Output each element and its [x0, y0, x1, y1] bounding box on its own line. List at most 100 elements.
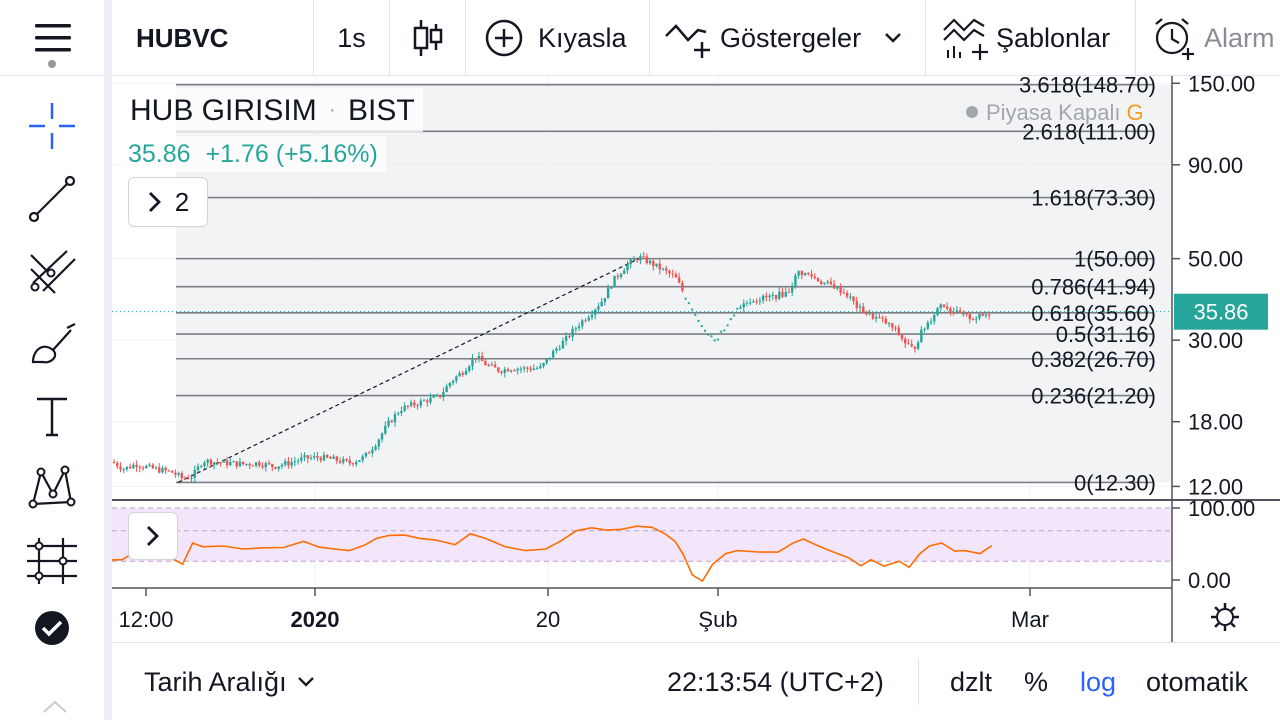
bottom-toolbar: Tarih Aralığı 22:13:54 (UTC+2) dzlt % lo… [112, 642, 1280, 720]
trend-line-tool[interactable] [22, 169, 82, 229]
candle-body [141, 467, 145, 469]
candle-body [823, 282, 826, 285]
candle-body [584, 320, 587, 322]
candle-body [765, 295, 768, 298]
candle-body [348, 460, 351, 464]
indicators-icon [665, 24, 710, 58]
measure-tool[interactable] [22, 531, 82, 591]
candle-body [539, 366, 542, 369]
fib-level-label: 2.618(111.00) [1022, 119, 1156, 144]
candle-body [351, 463, 355, 465]
candle-body [283, 461, 287, 465]
candle-body [826, 281, 829, 283]
interval-button[interactable]: 1s [314, 0, 390, 76]
candle-body [241, 461, 245, 465]
main-menu-button[interactable] [0, 0, 106, 76]
crosshair-tool[interactable] [22, 96, 82, 156]
candle-body [945, 306, 949, 309]
candle-body [949, 308, 952, 313]
candle-body [245, 463, 248, 465]
candle-body [626, 264, 629, 271]
measure-icon [27, 538, 77, 584]
chevron-down-icon [297, 677, 314, 687]
candle-body [787, 291, 791, 293]
adjust-button[interactable]: dzlt [950, 643, 992, 720]
candle-body [510, 370, 513, 372]
gear-tooth [1230, 606, 1236, 612]
candle-body [316, 456, 319, 458]
log-label: log [1080, 666, 1117, 697]
candle-body [868, 312, 871, 315]
candle-body [774, 295, 778, 299]
candle-body [125, 466, 129, 470]
candle-body [552, 350, 555, 358]
alarm-button[interactable]: Alarm [1136, 0, 1280, 76]
status-dot-icon [966, 106, 978, 118]
pitchfork-tool[interactable] [22, 242, 82, 302]
text-tool[interactable] [22, 386, 82, 446]
fib-level-label: 0(12.30) [1074, 470, 1156, 495]
candle-body [845, 292, 849, 297]
candle-body [852, 296, 855, 302]
chart-type-button[interactable] [390, 0, 466, 76]
candle-body [248, 463, 251, 466]
candle-body [429, 397, 432, 403]
price-dot [691, 308, 694, 311]
candle-body [829, 281, 833, 285]
templates-button[interactable]: Şablonlar [926, 0, 1136, 76]
time-tick-label: 2020 [291, 607, 340, 632]
candle-body [235, 461, 238, 467]
indicators-button[interactable]: Göstergeler [650, 0, 926, 76]
pitchfork-icon [30, 250, 76, 294]
auto-scale-button[interactable]: otomatik [1146, 643, 1248, 720]
price-dot [684, 297, 687, 300]
candle-body [874, 317, 878, 319]
clock-display[interactable]: 22:13:54 (UTC+2) [667, 643, 884, 720]
date-range-button[interactable]: Tarih Aralığı [144, 643, 315, 720]
candle-body [216, 462, 219, 464]
candle-body [752, 301, 755, 303]
candle-body [154, 467, 158, 469]
candle-body [296, 460, 300, 462]
candle-body [987, 314, 991, 316]
fib-level-label: 0.236(21.20) [1031, 384, 1156, 409]
price-chart[interactable]: 3.618(148.70) 2.618(111.00) 1.618(73.30) 1(… [112, 76, 1280, 642]
hide-drawings-tool[interactable] [22, 598, 82, 658]
candle-body [632, 259, 636, 261]
legend-expand-button[interactable]: 2 [128, 177, 208, 227]
crosshair-icon [29, 103, 75, 149]
candle-body [929, 321, 933, 323]
price-dot [713, 339, 716, 342]
brush-tool[interactable] [22, 315, 82, 375]
indicator-expand-button[interactable] [128, 512, 178, 560]
settings-gear-icon[interactable] [1211, 603, 1239, 631]
candle-body [409, 402, 413, 406]
candle-body [261, 465, 264, 468]
candle-body [258, 462, 261, 466]
compare-button[interactable]: Kıyasla [466, 0, 650, 76]
candle-body [529, 368, 532, 370]
candle-body [849, 296, 852, 298]
candle-body [132, 464, 135, 469]
candle-body [975, 318, 978, 320]
candle-body [471, 358, 474, 367]
pattern-tool[interactable] [22, 457, 82, 517]
candle-body [739, 307, 742, 309]
candle-body [749, 302, 752, 304]
chevron-up-icon[interactable] [40, 696, 70, 720]
percent-scale-button[interactable]: % [1024, 643, 1048, 720]
gear-tooth [1214, 606, 1220, 612]
symbol-legend[interactable]: HUB GIRISIM · BIST [122, 88, 423, 132]
candle-body [842, 292, 846, 294]
candle-body [267, 463, 271, 465]
candle-body [338, 460, 342, 463]
trend-line-icon [28, 175, 76, 223]
collapsed-count: 2 [174, 186, 190, 217]
candle-body [271, 464, 274, 468]
candle-body [933, 315, 936, 322]
candle-body [597, 306, 600, 310]
log-scale-button[interactable]: log [1080, 643, 1116, 720]
candle-body [981, 313, 984, 316]
symbol-search-button[interactable]: HUBVC [112, 0, 314, 76]
market-status-label: Piyasa Kapalı [986, 100, 1121, 125]
